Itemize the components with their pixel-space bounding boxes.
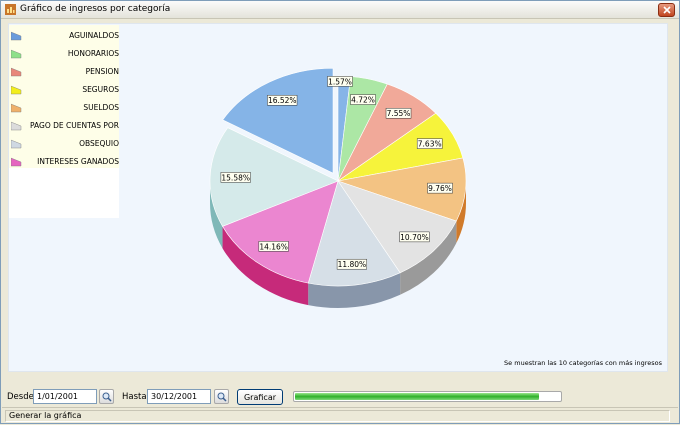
chart-app-icon [5, 4, 16, 15]
close-icon [662, 6, 671, 14]
magnifier-icon [102, 392, 112, 402]
pie-slice[interactable] [222, 67, 334, 174]
slice-label: 4.72% [350, 94, 376, 105]
slice-label-text: 7.55% [387, 109, 411, 118]
progress-bar [293, 391, 562, 402]
slice-label-text: 4.72% [351, 96, 375, 105]
pie-slice-side [308, 272, 401, 308]
legend-item: AGUINALDOS [9, 29, 119, 43]
legend-swatch [11, 67, 22, 77]
legend-swatch [11, 139, 22, 149]
pie-slice[interactable] [209, 127, 339, 227]
legend-item: INTERESES GANADOS [9, 155, 119, 169]
pie-slice-side [456, 181, 466, 244]
legend-item: OBSEQUIO [9, 137, 119, 151]
slice-label-text: 10.70% [400, 233, 429, 242]
legend-swatch [11, 121, 22, 131]
slice-label-text: 16.52% [268, 96, 297, 105]
pie-slice[interactable] [336, 157, 467, 222]
slice-label: 16.52% [267, 94, 298, 106]
legend-swatch [11, 103, 22, 113]
pie-slice-side [222, 226, 309, 306]
slice-label: 15.58% [220, 172, 251, 183]
legend-item: PAGO DE CUENTAS POR [9, 119, 119, 133]
hasta-date-input[interactable] [147, 389, 211, 404]
slice-label-text: 11.80% [338, 260, 367, 269]
slice-label: 9.76% [427, 182, 453, 194]
filter-bar: Desde: Hasta: Graficar [1, 382, 679, 406]
title-bar: Gráfico de ingresos por categoría [1, 1, 679, 19]
legend: AGUINALDOS HONORARIOS PENSION SEGUROS SUELDO… [9, 25, 119, 218]
slice-label: 7.63% [416, 138, 443, 149]
slice-label-text: 15.58% [221, 173, 250, 182]
pie-slice[interactable] [222, 180, 339, 284]
legend-label: INTERESES GANADOS [37, 157, 119, 166]
hasta-picker-button[interactable] [214, 389, 229, 404]
hasta-label: Hasta: [122, 392, 150, 402]
slice-label: 7.55% [385, 107, 412, 119]
desde-picker-button[interactable] [99, 389, 114, 404]
window-title: Gráfico de ingresos por categoría [20, 4, 171, 14]
legend-label: PAGO DE CUENTAS POR [29, 121, 119, 130]
legend-label: OBSEQUIO [79, 139, 119, 148]
slice-label: 1.57% [327, 76, 353, 87]
slice-label-text: 1.57% [328, 77, 352, 86]
legend-label: HONORARIOS [67, 49, 119, 58]
legend-swatch [11, 49, 22, 59]
chart-note: Se muestran las 10 categorías con más in… [504, 359, 662, 367]
legend-label: SUELDOS [83, 103, 119, 112]
slice-label: 10.70% [399, 231, 430, 243]
legend-item: SEGUROS [9, 83, 119, 97]
legend-label: AGUINALDOS [69, 31, 119, 40]
legend-item: PENSION [9, 65, 119, 79]
slice-label-text: 14.16% [259, 242, 288, 251]
legend-label: PENSION [85, 67, 119, 76]
slice-label-text: 9.76% [428, 184, 452, 193]
legend-item: SUELDOS [9, 101, 119, 115]
progress-fill [295, 393, 539, 400]
legend-item: HONORARIOS [9, 47, 119, 61]
close-button[interactable] [658, 3, 675, 17]
status-bar: Generar la gráfica [2, 407, 678, 423]
legend-label: SEGUROS [82, 85, 119, 94]
pie-slice-side [400, 221, 457, 295]
pie-labels: 1.57% 4.72% 7.55% 7.63% 9.76% 10.70% 11.80% 14.… [220, 76, 453, 270]
slice-label-text: 7.63% [418, 140, 442, 149]
desde-date-input[interactable] [33, 389, 97, 404]
magnifier-icon [217, 392, 227, 402]
slice-label: 11.80% [336, 258, 367, 270]
pie-slice-side [210, 181, 223, 249]
legend-swatch [11, 85, 22, 95]
legend-swatch [11, 157, 22, 167]
pie-slice[interactable] [307, 180, 401, 287]
pie-sides [210, 181, 466, 308]
legend-background [9, 25, 119, 168]
graficar-button[interactable]: Graficar [237, 389, 283, 405]
legend-swatch [11, 31, 22, 41]
desde-label: Desde: [7, 392, 37, 402]
slice-label: 14.16% [258, 241, 289, 252]
pie-slice[interactable] [337, 180, 457, 274]
status-text: Generar la gráfica [5, 410, 670, 422]
